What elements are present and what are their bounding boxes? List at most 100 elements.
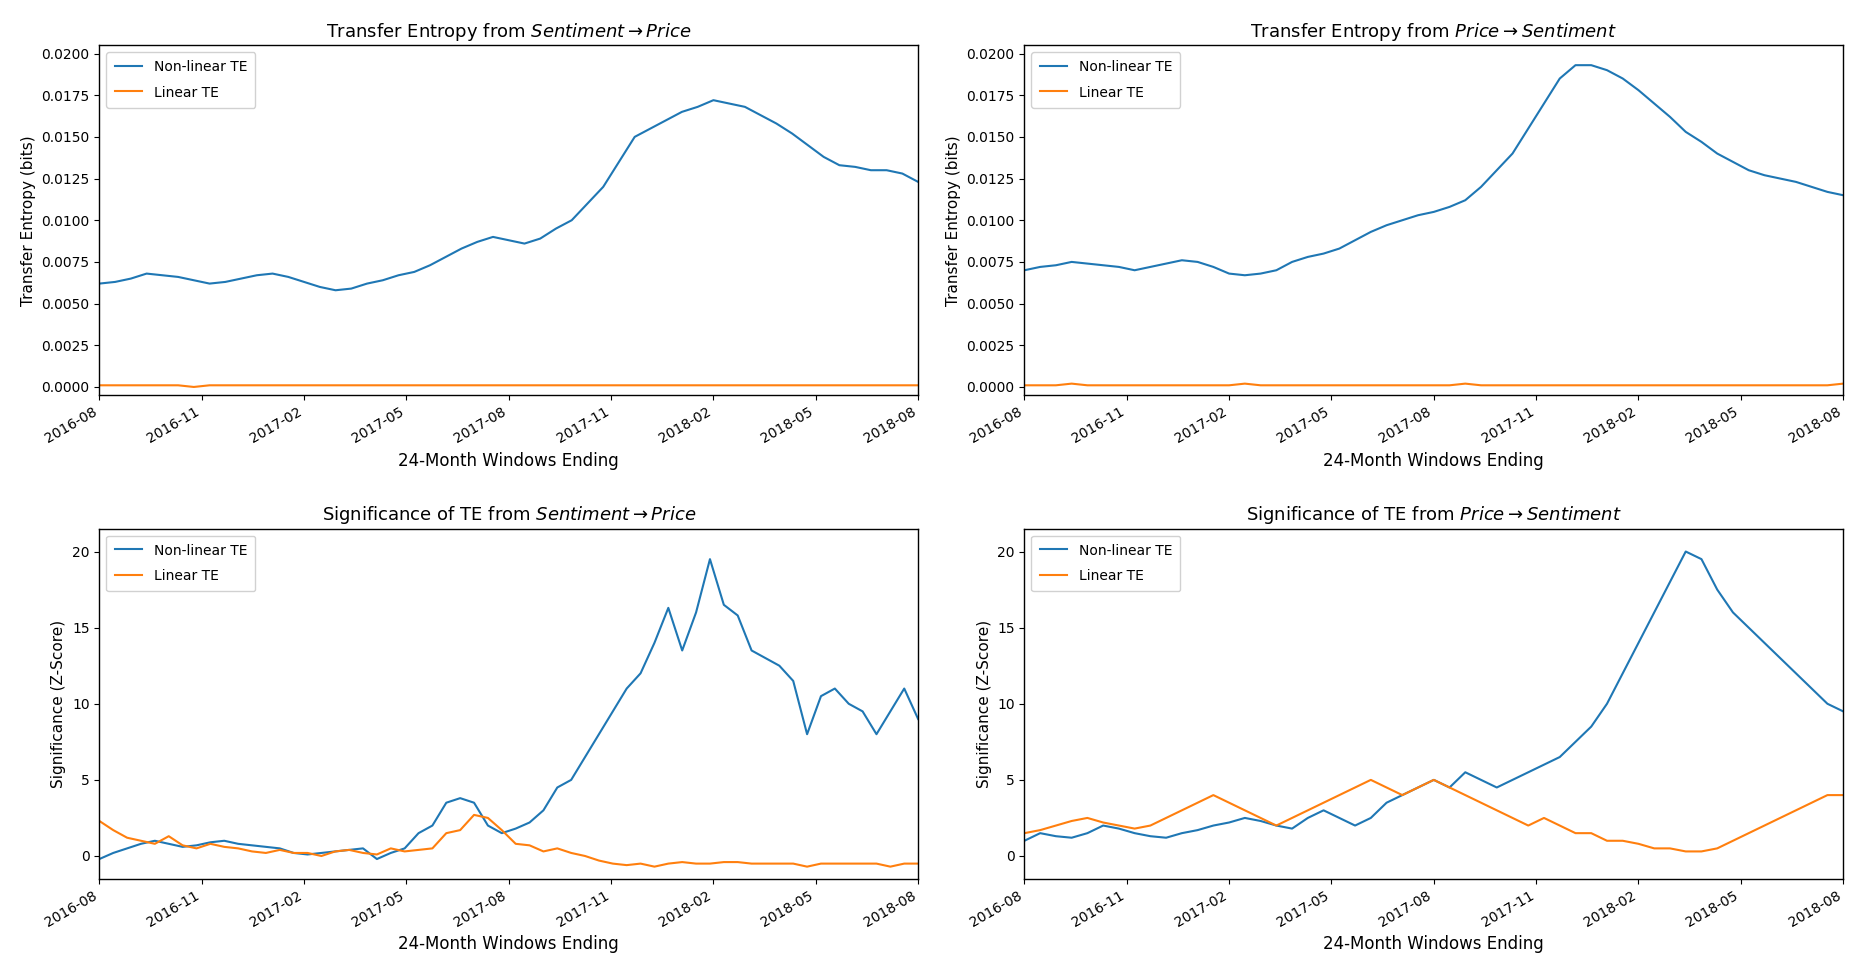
Linear TE — [1754, 380, 1776, 392]
Non-linear TE — [88, 278, 110, 289]
Non-linear TE — [1014, 835, 1036, 846]
Linear TE — [1549, 820, 1571, 832]
Non-linear TE — [324, 284, 347, 296]
Title: Transfer Entropy from $\mathit{Sentiment}$$\rightarrow$$\mathit{Price}$: Transfer Entropy from $\mathit{Sentiment… — [326, 20, 692, 43]
Linear TE — [183, 381, 205, 393]
Linear TE — [1659, 843, 1681, 854]
Non-linear TE — [1642, 607, 1665, 618]
Non-linear TE — [1501, 148, 1523, 160]
Line: Non-linear TE: Non-linear TE — [99, 100, 919, 290]
Linear TE — [1517, 820, 1540, 832]
Linear TE — [1501, 380, 1523, 392]
Linear TE — [324, 380, 347, 392]
Linear TE — [88, 380, 110, 392]
Non-linear TE — [88, 853, 110, 865]
Linear TE — [1501, 812, 1523, 824]
Non-linear TE — [309, 281, 332, 293]
Non-linear TE — [1754, 637, 1776, 649]
Non-linear TE — [1234, 270, 1256, 281]
Non-linear TE — [1501, 774, 1523, 786]
Linear TE — [1014, 380, 1036, 392]
Linear TE — [1674, 845, 1696, 857]
Non-linear TE — [1249, 268, 1271, 280]
Line: Linear TE: Linear TE — [1025, 384, 1843, 386]
Non-linear TE — [1234, 812, 1256, 824]
Linear TE — [1061, 378, 1083, 390]
Linear TE — [462, 809, 485, 821]
Non-linear TE — [1832, 705, 1855, 717]
Linear TE — [296, 847, 319, 859]
Linear TE — [1549, 380, 1571, 392]
Non-linear TE — [324, 845, 347, 857]
Line: Non-linear TE: Non-linear TE — [99, 559, 919, 859]
Linear TE — [88, 815, 110, 827]
Non-linear TE — [1674, 545, 1696, 557]
Line: Linear TE: Linear TE — [99, 386, 919, 387]
Linear TE — [615, 859, 637, 871]
Non-linear TE — [365, 853, 388, 865]
Non-linear TE — [1517, 123, 1540, 134]
Linear TE — [908, 858, 930, 870]
Linear TE — [1517, 380, 1540, 392]
Linear TE — [828, 380, 850, 392]
Linear TE — [1359, 774, 1381, 786]
Linear TE — [624, 380, 647, 392]
X-axis label: 24-Month Windows Ending: 24-Month Windows Ending — [1323, 935, 1543, 954]
Non-linear TE — [602, 705, 624, 717]
Non-linear TE — [1486, 782, 1508, 794]
Line: Linear TE: Linear TE — [1025, 780, 1843, 851]
Linear TE — [1832, 789, 1855, 801]
Legend: Non-linear TE, Linear TE: Non-linear TE, Linear TE — [106, 53, 255, 108]
Non-linear TE — [749, 109, 772, 121]
Y-axis label: Significance (Z-Score): Significance (Z-Score) — [52, 619, 67, 788]
Non-linear TE — [699, 553, 721, 565]
Non-linear TE — [1549, 73, 1571, 85]
Non-linear TE — [1674, 126, 1696, 137]
Y-axis label: Transfer Entropy (bits): Transfer Entropy (bits) — [21, 135, 35, 306]
X-axis label: 24-Month Windows Ending: 24-Month Windows Ending — [399, 935, 619, 954]
Non-linear TE — [639, 123, 662, 134]
Linear TE — [324, 845, 347, 857]
Non-linear TE — [1532, 759, 1555, 770]
Non-linear TE — [227, 838, 250, 849]
Title: Transfer Entropy from $\mathit{Price}$$\rightarrow$$\mathit{Sentiment}$: Transfer Entropy from $\mathit{Price}$$\… — [1251, 20, 1618, 43]
X-axis label: 24-Month Windows Ending: 24-Month Windows Ending — [1323, 452, 1543, 469]
Non-linear TE — [593, 181, 615, 193]
Non-linear TE — [1832, 189, 1855, 201]
Linear TE — [1234, 805, 1256, 816]
Legend: Non-linear TE, Linear TE: Non-linear TE, Linear TE — [1031, 536, 1180, 591]
Non-linear TE — [1581, 59, 1603, 71]
Linear TE — [643, 861, 665, 873]
Linear TE — [352, 847, 375, 859]
Non-linear TE — [576, 198, 598, 209]
Linear TE — [1564, 827, 1586, 839]
Non-linear TE — [703, 94, 725, 106]
Y-axis label: Transfer Entropy (bits): Transfer Entropy (bits) — [945, 135, 960, 306]
Linear TE — [227, 843, 250, 854]
Y-axis label: Significance (Z-Score): Significance (Z-Score) — [977, 619, 992, 788]
Non-linear TE — [908, 176, 930, 188]
Non-linear TE — [1564, 59, 1586, 71]
Legend: Non-linear TE, Linear TE: Non-linear TE, Linear TE — [106, 536, 255, 591]
Title: Significance of TE from $\mathit{Price}$$\rightarrow$$\mathit{Sentiment}$: Significance of TE from $\mathit{Price}$… — [1245, 505, 1622, 526]
Linear TE — [734, 380, 757, 392]
Non-linear TE — [1014, 264, 1036, 276]
Linear TE — [365, 848, 388, 860]
Non-linear TE — [624, 131, 647, 143]
X-axis label: 24-Month Windows Ending: 24-Month Windows Ending — [399, 452, 619, 469]
Linear TE — [593, 380, 615, 392]
Legend: Non-linear TE, Linear TE: Non-linear TE, Linear TE — [1031, 53, 1180, 108]
Linear TE — [576, 380, 598, 392]
Linear TE — [1659, 380, 1681, 392]
Line: Non-linear TE: Non-linear TE — [1025, 65, 1843, 276]
Line: Non-linear TE: Non-linear TE — [1025, 551, 1843, 841]
Linear TE — [1832, 378, 1855, 390]
Line: Linear TE: Linear TE — [99, 815, 919, 867]
Linear TE — [908, 380, 930, 392]
Non-linear TE — [296, 848, 319, 860]
Linear TE — [1249, 380, 1271, 392]
Non-linear TE — [908, 713, 930, 725]
Title: Significance of TE from $\mathit{Sentiment}$$\rightarrow$$\mathit{Price}$: Significance of TE from $\mathit{Sentime… — [322, 505, 695, 526]
Linear TE — [1014, 827, 1036, 839]
Non-linear TE — [352, 843, 375, 854]
